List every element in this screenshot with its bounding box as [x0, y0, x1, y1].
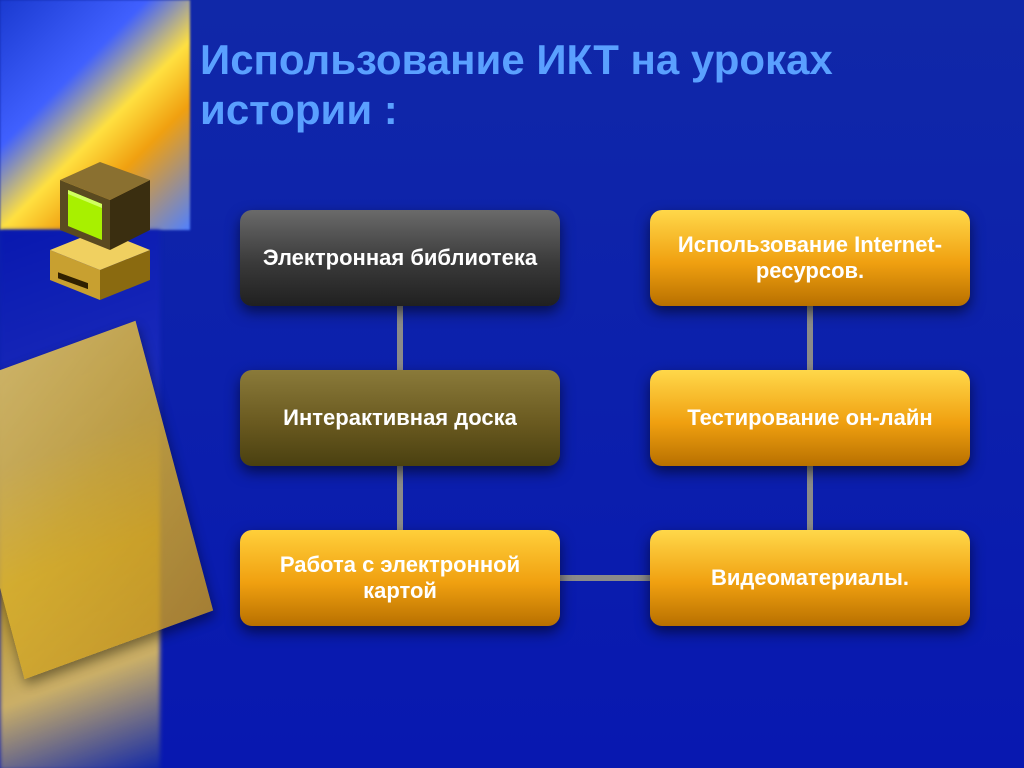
slide: Использование ИКТ на уроках истории : Эл…	[0, 0, 1024, 768]
flow-node: Тестирование он-лайн	[650, 370, 970, 466]
slide-title: Использование ИКТ на уроках истории :	[200, 35, 1000, 136]
computer-icon	[30, 150, 160, 300]
flow-node: Использование Internet-ресурсов.	[650, 210, 970, 306]
flow-node: Интерактивная доска	[240, 370, 560, 466]
flow-node: Видеоматериалы.	[650, 530, 970, 626]
left-decoration	[0, 0, 190, 768]
flowchart: Электронная библиотека Интерактивная доск…	[210, 200, 1000, 720]
deco-parchment	[0, 321, 213, 679]
flow-node: Электронная библиотека	[240, 210, 560, 306]
flow-node: Работа с электронной картой	[240, 530, 560, 626]
